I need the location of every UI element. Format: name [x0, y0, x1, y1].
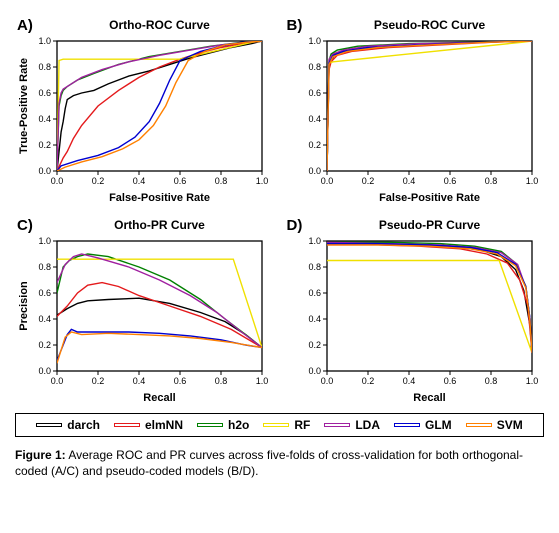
legend-swatch [394, 423, 420, 427]
chart-A: Ortho-ROC Curve 0.0 0.2 0.4 0.6 0.8 1.0 0.0 0.2 0… [15, 15, 270, 205]
svg-text:0.4: 0.4 [402, 176, 415, 186]
svg-text:1.0: 1.0 [525, 376, 538, 386]
svg-text:1.0: 1.0 [256, 176, 269, 186]
svg-text:0.8: 0.8 [308, 62, 321, 72]
svg-text:0.4: 0.4 [38, 114, 51, 124]
caption-text: Average ROC and PR curves across five-fo… [15, 448, 523, 478]
svg-text:0.6: 0.6 [38, 88, 51, 98]
svg-text:Pseudo-ROC Curve: Pseudo-ROC Curve [373, 18, 485, 32]
svg-text:0.2: 0.2 [308, 140, 321, 150]
legend-label: darch [67, 418, 100, 432]
legend-swatch [36, 423, 62, 427]
panel-D: D) Pseudo-PR Curve 0.0 0.2 0.4 0.6 0.8 1.0 0.0 0… [285, 215, 545, 405]
panel-D-label: D) [287, 217, 303, 234]
svg-text:0.0: 0.0 [308, 166, 321, 176]
svg-text:1.0: 1.0 [256, 376, 269, 386]
svg-text:0.6: 0.6 [38, 288, 51, 298]
svg-text:0.6: 0.6 [443, 176, 456, 186]
legend-label: elmNN [145, 418, 183, 432]
panel-B: B) Pseudo-ROC Curve 0.0 0.2 0.4 0.6 0.8 1.0 0.0… [285, 15, 545, 205]
svg-text:0.6: 0.6 [174, 176, 187, 186]
svg-text:0.8: 0.8 [308, 262, 321, 272]
panel-B-label: B) [287, 17, 303, 34]
legend-label: SVM [497, 418, 523, 432]
svg-text:0.0: 0.0 [320, 176, 333, 186]
legend-item-elmNN: elmNN [114, 418, 183, 432]
svg-text:1.0: 1.0 [525, 176, 538, 186]
svg-text:0.2: 0.2 [38, 140, 51, 150]
legend-swatch [197, 423, 223, 427]
svg-text:0.4: 0.4 [133, 176, 146, 186]
svg-text:0.0: 0.0 [51, 376, 64, 386]
svg-text:0.6: 0.6 [174, 376, 187, 386]
svg-text:False-Positive Rate: False-Positive Rate [379, 192, 480, 204]
svg-text:0.8: 0.8 [484, 176, 497, 186]
legend-swatch [466, 423, 492, 427]
svg-text:Ortho-PR Curve: Ortho-PR Curve [114, 218, 205, 232]
svg-text:0.0: 0.0 [51, 176, 64, 186]
chart-D: Pseudo-PR Curve 0.0 0.2 0.4 0.6 0.8 1.0 0.0 0.2 0… [285, 215, 540, 405]
svg-text:0.4: 0.4 [308, 314, 321, 324]
svg-text:0.6: 0.6 [308, 288, 321, 298]
panel-A-label: A) [17, 17, 33, 34]
svg-text:0.8: 0.8 [38, 62, 51, 72]
svg-text:0.8: 0.8 [215, 376, 228, 386]
svg-text:0.8: 0.8 [484, 376, 497, 386]
panel-C-label: C) [17, 217, 33, 234]
svg-text:0.2: 0.2 [361, 176, 374, 186]
svg-text:True-Positive Rate: True-Positive Rate [18, 58, 30, 154]
legend-swatch [263, 423, 289, 427]
legend-item-LDA: LDA [324, 418, 380, 432]
svg-text:0.4: 0.4 [38, 314, 51, 324]
svg-text:1.0: 1.0 [38, 36, 51, 46]
legend-swatch [114, 423, 140, 427]
panel-C: C) Ortho-PR Curve 0.0 0.2 0.4 0.6 0.8 1.0 0.0 0.… [15, 215, 275, 405]
svg-text:Precision: Precision [18, 281, 30, 331]
svg-text:1.0: 1.0 [308, 36, 321, 46]
svg-text:0.8: 0.8 [38, 262, 51, 272]
legend-label: h2o [228, 418, 249, 432]
svg-text:Ortho-ROC Curve: Ortho-ROC Curve [109, 18, 210, 32]
chart-B: Pseudo-ROC Curve 0.0 0.2 0.4 0.6 0.8 1.0 0.0 0.2… [285, 15, 540, 205]
svg-text:0.2: 0.2 [38, 340, 51, 350]
svg-text:0.2: 0.2 [361, 376, 374, 386]
svg-text:0.0: 0.0 [38, 366, 51, 376]
panel-grid: A) Ortho-ROC Curve0.00.20.40.60.81.00.00… [15, 15, 544, 405]
svg-text:Recall: Recall [143, 392, 175, 404]
svg-text:0.2: 0.2 [308, 340, 321, 350]
svg-text:0.8: 0.8 [215, 176, 228, 186]
legend-item-RF: RF [263, 418, 310, 432]
svg-text:0.2: 0.2 [92, 376, 105, 386]
legend-item-h2o: h2o [197, 418, 249, 432]
legend-label: LDA [355, 418, 380, 432]
svg-text:0.6: 0.6 [443, 376, 456, 386]
legend: darch elmNN h2o RF LDA GLM SVM [15, 413, 544, 437]
svg-text:1.0: 1.0 [308, 236, 321, 246]
svg-text:1.0: 1.0 [38, 236, 51, 246]
legend-label: GLM [425, 418, 452, 432]
caption-lead: Figure 1: [15, 448, 66, 462]
panel-A: A) Ortho-ROC Curve 0.0 0.2 0.4 0.6 0.8 1.0 0.0 0… [15, 15, 275, 205]
legend-swatch [324, 423, 350, 427]
svg-text:0.2: 0.2 [92, 176, 105, 186]
svg-text:0.4: 0.4 [308, 114, 321, 124]
chart-C: Ortho-PR Curve 0.0 0.2 0.4 0.6 0.8 1.0 0.0 0.2 0.… [15, 215, 270, 405]
svg-text:Recall: Recall [413, 392, 445, 404]
svg-text:0.0: 0.0 [308, 366, 321, 376]
svg-text:0.4: 0.4 [133, 376, 146, 386]
figure-caption: Figure 1: Average ROC and PR curves acro… [15, 447, 544, 479]
svg-text:0.0: 0.0 [320, 376, 333, 386]
legend-item-SVM: SVM [466, 418, 523, 432]
svg-text:Pseudo-PR Curve: Pseudo-PR Curve [378, 218, 480, 232]
legend-label: RF [294, 418, 310, 432]
svg-text:False-Positive Rate: False-Positive Rate [109, 192, 210, 204]
legend-item-darch: darch [36, 418, 100, 432]
svg-text:0.0: 0.0 [38, 166, 51, 176]
svg-text:0.6: 0.6 [308, 88, 321, 98]
legend-item-GLM: GLM [394, 418, 452, 432]
svg-text:0.4: 0.4 [402, 376, 415, 386]
